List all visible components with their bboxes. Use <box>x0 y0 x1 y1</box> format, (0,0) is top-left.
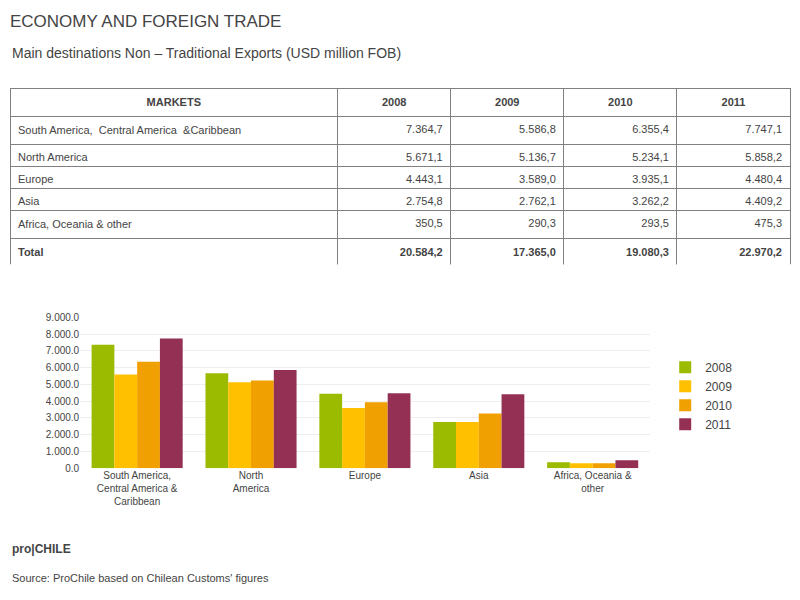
svg-text:5.000.0: 5.000.0 <box>46 379 80 390</box>
svg-text:Asia: Asia <box>18 195 40 207</box>
svg-text:MARKETS: MARKETS <box>147 96 201 108</box>
svg-text:2009: 2009 <box>495 96 519 108</box>
svg-text:2008: 2008 <box>382 96 406 108</box>
svg-text:2010: 2010 <box>705 399 732 413</box>
svg-text:South America, Central Americ: South America, Central America &Caribbea… <box>18 124 241 136</box>
svg-text:Total: Total <box>18 246 43 258</box>
svg-text:290,3: 290,3 <box>528 217 556 229</box>
svg-text:2010: 2010 <box>608 96 632 108</box>
svg-text:3.935,1: 3.935,1 <box>632 173 669 185</box>
svg-text:2.000.0: 2.000.0 <box>46 429 80 440</box>
svg-text:NorthAmerica: NorthAmerica <box>233 470 270 494</box>
svg-text:Europe: Europe <box>349 470 382 481</box>
svg-text:Asia: Asia <box>469 470 489 481</box>
svg-text:Europe: Europe <box>18 173 53 185</box>
svg-text:350,5: 350,5 <box>415 217 443 229</box>
svg-text:Africa, Oceania &other: Africa, Oceania &other <box>554 470 632 494</box>
svg-text:4.443,1: 4.443,1 <box>406 173 443 185</box>
svg-text:5.586,8: 5.586,8 <box>519 123 556 135</box>
svg-text:5.858,2: 5.858,2 <box>745 151 782 163</box>
svg-text:9.000.0: 9.000.0 <box>46 312 80 323</box>
svg-text:Africa, Oceania & other: Africa, Oceania & other <box>18 218 132 230</box>
svg-text:7.364,7: 7.364,7 <box>406 123 443 135</box>
svg-text:pro|CHILE: pro|CHILE <box>12 542 71 556</box>
svg-text:ECONOMY AND FOREIGN TRADE: ECONOMY AND FOREIGN TRADE <box>10 12 281 31</box>
svg-text:5.671,1: 5.671,1 <box>406 151 443 163</box>
svg-text:3.589,0: 3.589,0 <box>519 173 556 185</box>
svg-text:5.136,7: 5.136,7 <box>519 151 556 163</box>
svg-text:2011: 2011 <box>705 418 731 432</box>
svg-text:8.000.0: 8.000.0 <box>46 329 80 340</box>
svg-text:4.480,4: 4.480,4 <box>745 173 782 185</box>
svg-text:1.000.0: 1.000.0 <box>46 446 80 457</box>
svg-text:2008: 2008 <box>705 361 732 375</box>
svg-text:South America,Central America: South America,Central America &Caribbean <box>97 470 178 507</box>
svg-text:17.365,0: 17.365,0 <box>513 246 556 258</box>
svg-text:Main destinations Non – Tradit: Main destinations Non – Traditional Expo… <box>12 45 401 61</box>
svg-text:6.000.0: 6.000.0 <box>46 362 80 373</box>
svg-text:20.584,2: 20.584,2 <box>400 246 443 258</box>
svg-text:3.262,2: 3.262,2 <box>632 195 669 207</box>
svg-text:7.000.0: 7.000.0 <box>46 345 80 356</box>
svg-text:293,5: 293,5 <box>641 217 669 229</box>
svg-text:6.355,4: 6.355,4 <box>632 123 669 135</box>
svg-text:4.000.0: 4.000.0 <box>46 396 80 407</box>
svg-text:Source: ProChile based on Chil: Source: ProChile based on Chilean Custom… <box>12 572 269 584</box>
svg-text:475,3: 475,3 <box>754 217 782 229</box>
svg-text:2009: 2009 <box>705 380 732 394</box>
svg-text:19.080,3: 19.080,3 <box>626 246 669 258</box>
svg-text:2.762,1: 2.762,1 <box>519 195 556 207</box>
svg-text:7.747,1: 7.747,1 <box>745 123 782 135</box>
svg-text:22.970,2: 22.970,2 <box>739 246 782 258</box>
svg-text:0.0: 0.0 <box>65 463 79 474</box>
svg-text:4.409,2: 4.409,2 <box>745 195 782 207</box>
svg-text:North America: North America <box>18 151 89 163</box>
svg-text:2011: 2011 <box>722 96 746 108</box>
svg-text:3.000.0: 3.000.0 <box>46 412 80 423</box>
svg-text:5.234,1: 5.234,1 <box>632 151 669 163</box>
svg-text:2.754,8: 2.754,8 <box>406 195 443 207</box>
